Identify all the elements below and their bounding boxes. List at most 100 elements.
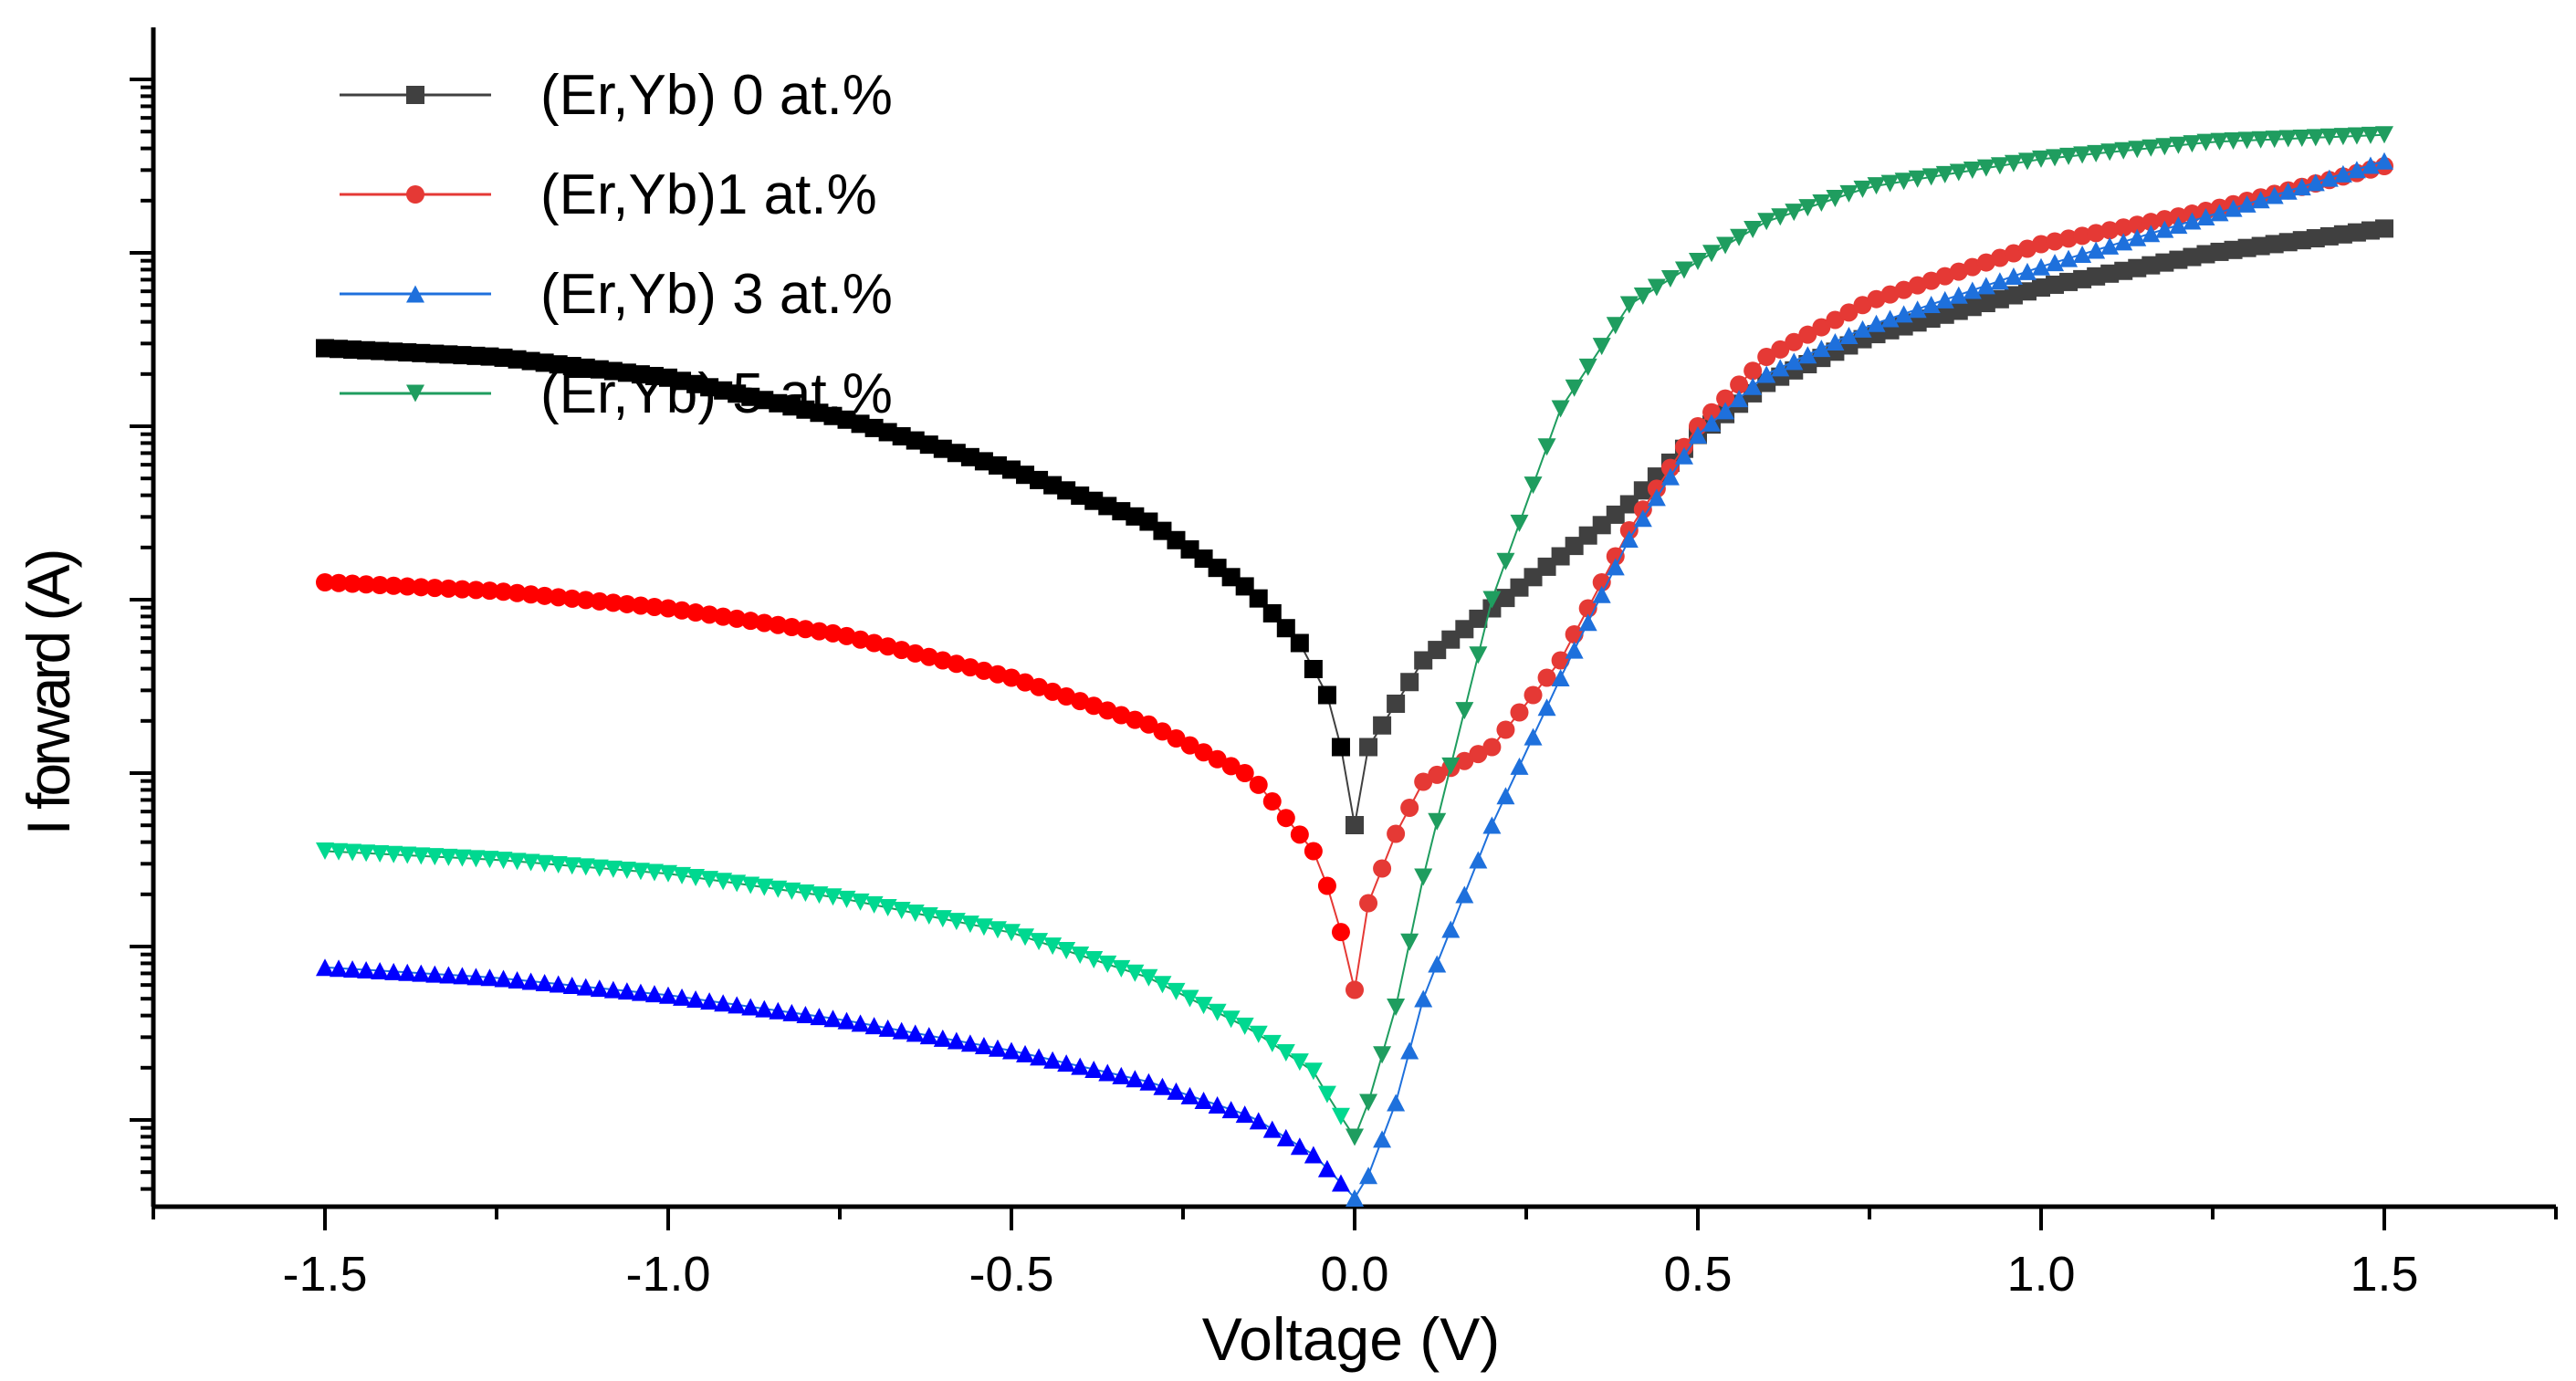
x-axis-title: Voltage (V) [1202, 1305, 1501, 1373]
data-point [673, 866, 692, 884]
data-point [1441, 757, 1461, 775]
series-3 [316, 126, 2393, 1146]
data-point [384, 845, 403, 863]
data-point [659, 864, 677, 883]
data-point [1387, 999, 1406, 1016]
data-point [810, 1008, 829, 1026]
data-point [1071, 947, 1090, 964]
legend-item: (Er,Yb) 3 at.% [340, 263, 893, 326]
data-point [1373, 716, 1392, 735]
data-point [960, 915, 979, 934]
data-point [1167, 1082, 1186, 1100]
data-point [1922, 296, 1941, 314]
data-point [1619, 495, 1639, 514]
data-point [617, 363, 636, 382]
data-point [1660, 467, 1680, 486]
data-point [1702, 403, 1722, 422]
data-point [1249, 1112, 1268, 1130]
data-point [371, 961, 390, 979]
data-point [330, 340, 349, 359]
data-point [631, 863, 650, 881]
data-point [576, 358, 595, 377]
data-point [2196, 207, 2215, 225]
data-point [2333, 225, 2352, 244]
data-point [644, 366, 664, 385]
data-point [2375, 219, 2393, 238]
data-point [2224, 131, 2243, 150]
data-point [1387, 1093, 1406, 1112]
data-point [2196, 245, 2215, 264]
data-point [617, 594, 636, 613]
legend: (Er,Yb) 0 at.% (Er,Yb)1 at.% (Er,Yb) 3 at.… [340, 64, 893, 425]
legend-marker [406, 86, 424, 104]
data-point [1551, 400, 1570, 418]
data-point [1098, 497, 1117, 516]
data-point [1757, 348, 1776, 366]
data-point [1139, 512, 1158, 531]
data-point [837, 626, 856, 645]
data-point [562, 357, 581, 376]
data-point [412, 343, 431, 362]
data-point [1249, 775, 1268, 794]
data-point [1880, 174, 1900, 193]
data-point [837, 410, 856, 429]
data-point [1716, 389, 1735, 408]
data-point [2183, 247, 2202, 267]
data-point [1894, 280, 1913, 299]
data-point [906, 1024, 925, 1042]
data-point [1098, 701, 1117, 720]
data-point [2306, 173, 2325, 192]
data-point [1606, 317, 1625, 335]
data-point [837, 1011, 856, 1030]
data-point [1317, 1159, 1336, 1177]
data-point [2251, 236, 2270, 256]
data-point [1016, 673, 1035, 692]
data-point [2265, 235, 2284, 254]
data-point [878, 637, 897, 656]
data-point [906, 905, 925, 923]
data-point [659, 368, 677, 387]
data-point [1785, 352, 1804, 371]
data-point [330, 842, 349, 861]
data-point [2059, 147, 2079, 165]
data-point [1880, 309, 1900, 328]
data-point [1153, 976, 1172, 994]
data-point [2347, 223, 2366, 242]
data-point [1524, 476, 1543, 495]
data-point [2141, 225, 2161, 243]
data-point [2237, 194, 2257, 213]
data-point [1208, 749, 1227, 769]
data-point [2100, 236, 2120, 255]
data-point [535, 974, 554, 992]
data-point [1949, 262, 1968, 281]
data-point [1276, 1128, 1295, 1146]
data-point [549, 855, 568, 874]
legend-item: (Er,Yb)1 at.% [340, 163, 877, 226]
data-point [1812, 340, 1831, 358]
data-point [357, 575, 376, 594]
data-point [590, 591, 609, 611]
series-1 [316, 157, 2393, 999]
data-point [1126, 1070, 1145, 1088]
data-point [2017, 239, 2037, 258]
data-point [1839, 303, 1859, 322]
data-point [1689, 426, 1707, 444]
data-point [1112, 1066, 1131, 1084]
data-point [1730, 228, 1749, 246]
x-tick-label: 1.0 [2006, 1247, 2075, 1302]
data-point [728, 609, 747, 628]
series-layer [316, 126, 2393, 1207]
data-point [1716, 236, 1735, 255]
data-point [714, 994, 733, 1012]
data-point [1428, 955, 1447, 973]
data-point [2004, 244, 2023, 263]
data-point [782, 618, 801, 637]
data-point [2073, 246, 2092, 264]
data-point [2361, 156, 2380, 174]
data-point [316, 958, 334, 977]
data-point [837, 890, 856, 908]
data-point [851, 1014, 870, 1032]
data-point [988, 455, 1007, 475]
data-point [453, 580, 472, 599]
data-point [728, 874, 747, 893]
